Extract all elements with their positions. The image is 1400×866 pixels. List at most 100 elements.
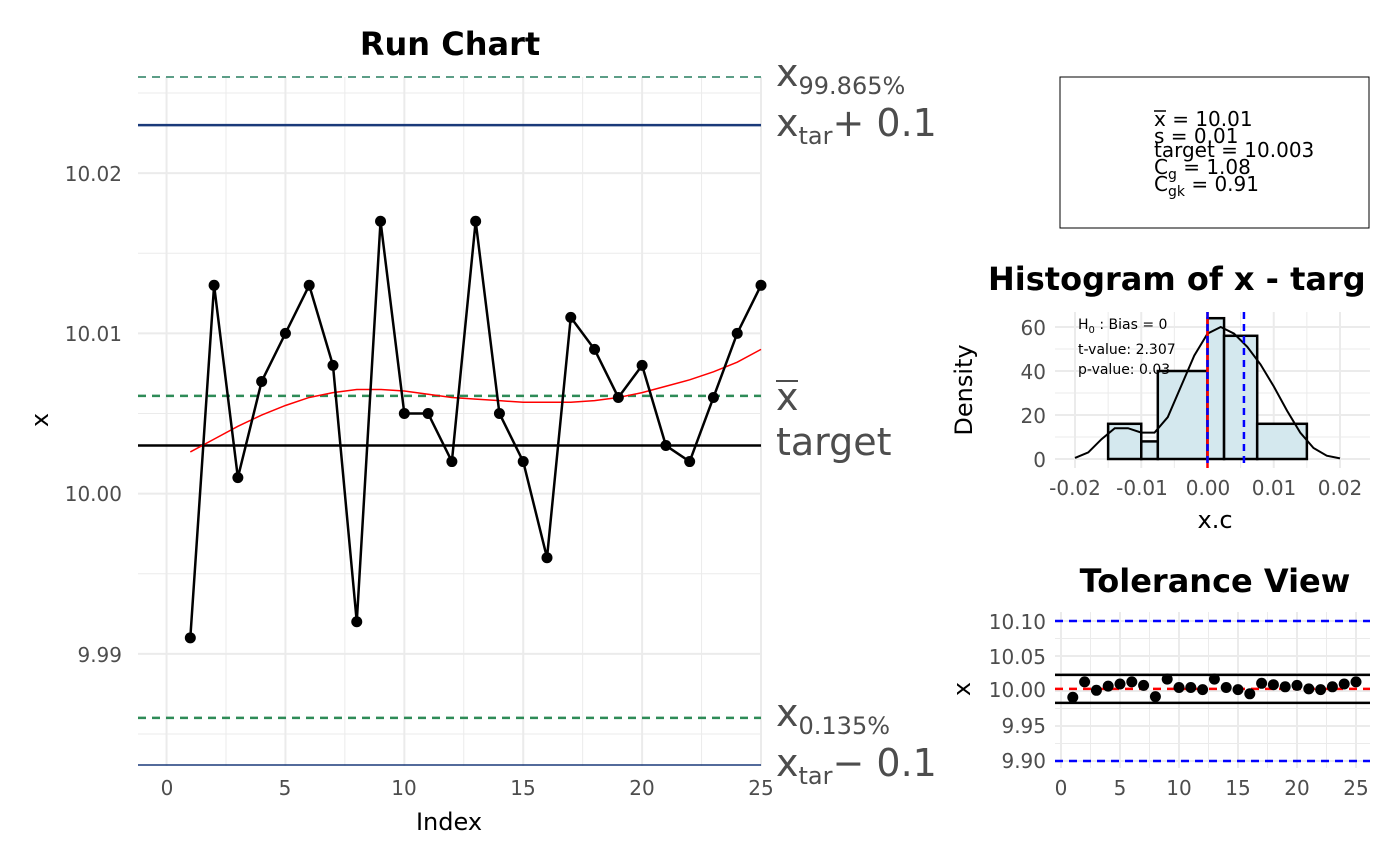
ref-label-lower-pct: x0.135% xyxy=(776,691,890,740)
y-tick-label: 20 xyxy=(1021,404,1046,428)
run-point xyxy=(660,440,672,452)
run-point xyxy=(351,616,363,628)
x-tick-label: -0.01 xyxy=(1116,476,1168,500)
x-tick-label: 0.02 xyxy=(1318,476,1363,500)
x-tick-label: 25 xyxy=(1343,776,1368,800)
y-tick-label: 10.02 xyxy=(65,162,122,186)
run-point xyxy=(589,343,601,355)
tolerance-point xyxy=(1102,680,1114,692)
y-tick-label: 10.00 xyxy=(65,482,122,506)
run-chart-y-ticks: 9.99 10.00 10.01 10.02 xyxy=(65,162,122,667)
x-tick-label: 0 xyxy=(161,776,174,800)
y-tick-label: 9.99 xyxy=(77,643,122,667)
y-tick-label: 9.95 xyxy=(1001,714,1046,738)
x-tick-label: 5 xyxy=(279,776,292,800)
run-point xyxy=(707,391,719,403)
histogram-title: Histogram of x - targ xyxy=(988,260,1366,298)
tolerance-point xyxy=(1067,691,1079,703)
stat-line: Cg = 1.08 xyxy=(1154,155,1251,183)
run-chart-title: Run Chart xyxy=(360,25,540,63)
p-value-annotation: p-value: 0.03 xyxy=(1078,362,1170,378)
ref-label-upper-tolerance: xtar+ 0.1 xyxy=(776,101,937,150)
stat-line: Cgk = 0.91 xyxy=(1154,172,1259,200)
run-point xyxy=(422,407,434,419)
tolerance-point xyxy=(1079,676,1091,688)
run-point xyxy=(493,407,505,419)
tolerance-point xyxy=(1185,682,1197,693)
run-point xyxy=(755,279,767,291)
run-chart: Run Chart 9.99 10.00 10.01 10.02 0 5 10 … xyxy=(26,25,937,836)
tolerance-point xyxy=(1126,676,1138,688)
tolerance-point xyxy=(1208,673,1220,685)
tolerance-points xyxy=(1067,673,1362,703)
y-tick-label: 10.05 xyxy=(989,645,1046,669)
y-tick-label: 10.00 xyxy=(989,678,1046,702)
run-line xyxy=(189,221,763,638)
trend-line xyxy=(189,348,762,453)
run-point xyxy=(565,311,577,323)
tolerance-point xyxy=(1350,676,1362,688)
histogram-bar xyxy=(1255,422,1309,461)
ref-label-upper-pct: x99.865% xyxy=(776,51,905,100)
tolerance-y-label: x xyxy=(948,682,976,696)
tolerance-y-ticks: 9.90 9.95 10.00 10.05 10.10 xyxy=(989,610,1046,773)
tolerance-title: Tolerance View xyxy=(1080,562,1351,600)
tolerance-point xyxy=(1138,679,1150,691)
run-point xyxy=(446,456,458,468)
run-chart-y-label: x xyxy=(26,413,54,427)
tolerance-point xyxy=(1267,679,1279,691)
tolerance-point xyxy=(1256,677,1268,689)
run-point xyxy=(636,359,648,371)
t-value-annotation: t-value: 2.307 xyxy=(1078,342,1176,358)
tolerance-point xyxy=(1090,684,1102,696)
ref-label-target: target xyxy=(776,420,892,464)
tolerance-point xyxy=(1315,684,1327,696)
histogram: Histogram of x - targ 0 20 40 60 -0.02 -… xyxy=(950,260,1370,534)
x-tick-label: 20 xyxy=(1284,776,1309,800)
y-tick-label: 9.90 xyxy=(1001,749,1046,773)
stat-line: s = 0.01 xyxy=(1154,124,1238,148)
run-point xyxy=(612,391,624,403)
x-tick-label: 5 xyxy=(1114,776,1127,800)
ref-label-xbar: x xyxy=(776,375,799,419)
histogram-x-label: x.c xyxy=(1197,506,1232,534)
run-point xyxy=(232,472,244,484)
histogram-bar xyxy=(1140,440,1160,461)
tolerance-point xyxy=(1291,679,1303,691)
x-tick-label: 15 xyxy=(1225,776,1250,800)
run-point xyxy=(303,279,315,291)
tolerance-view: Tolerance View 9.90 9.95 10.00 10.05 10.… xyxy=(948,562,1370,800)
run-point xyxy=(184,632,196,644)
tolerance-point xyxy=(1161,673,1173,685)
x-tick-label: 10 xyxy=(1166,776,1191,800)
histogram-y-ticks: 0 20 40 60 xyxy=(1021,316,1046,472)
run-chart-x-ticks: 0 5 10 15 20 25 xyxy=(161,776,774,800)
run-point xyxy=(731,327,743,339)
histogram-bar xyxy=(1206,316,1226,461)
x-tick-label: 0 xyxy=(1055,776,1068,800)
h0-annotation: H0 : Bias = 0 xyxy=(1078,317,1167,336)
tolerance-point xyxy=(1149,691,1161,703)
run-point xyxy=(256,375,268,387)
run-chart-grid xyxy=(138,77,762,766)
tolerance-point xyxy=(1114,678,1126,690)
y-tick-label: 10.01 xyxy=(65,322,122,346)
histogram-bars xyxy=(1106,316,1309,461)
x-tick-label: 15 xyxy=(510,776,535,800)
x-tick-label: 25 xyxy=(748,776,773,800)
x-tick-label: 0.00 xyxy=(1186,476,1231,500)
histogram-x-ticks: -0.02 -0.01 0.00 0.01 0.02 xyxy=(1049,476,1362,500)
run-point xyxy=(208,279,220,291)
ref-label-lower-tolerance: xtar− 0.1 xyxy=(776,741,937,790)
tolerance-point xyxy=(1279,681,1291,693)
tolerance-point xyxy=(1326,681,1338,693)
x-tick-label: 10 xyxy=(391,776,416,800)
run-point xyxy=(470,215,482,227)
run-chart-x-label: Index xyxy=(416,808,482,836)
tolerance-point xyxy=(1197,684,1209,696)
tolerance-point xyxy=(1244,688,1256,700)
histogram-vertical-lines xyxy=(1206,312,1246,468)
